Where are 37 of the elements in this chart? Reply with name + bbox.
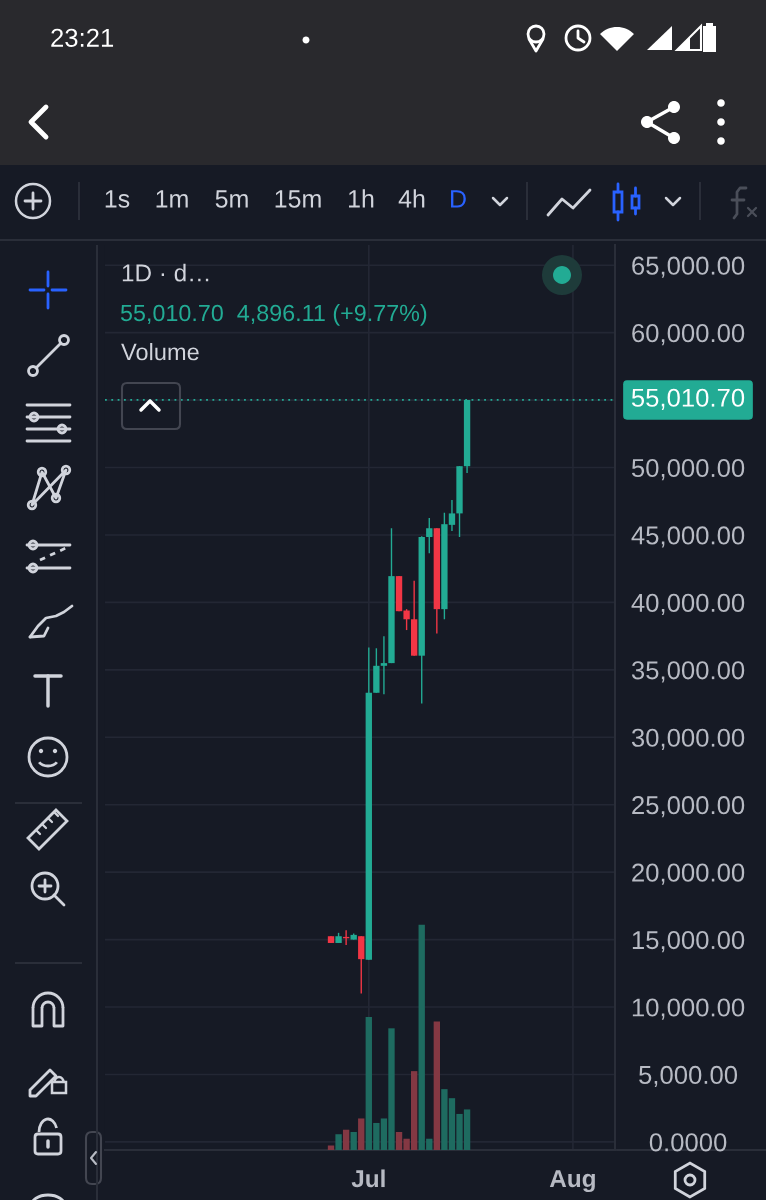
bar <box>358 1118 365 1150</box>
chart-title: Volume <box>121 343 199 361</box>
y-tick-label: 65,000.00 <box>632 256 745 278</box>
annotation: 55,010.70 4,896.11 (+9.77%) <box>120 304 427 326</box>
y-tick-label: 0.0000 <box>649 1133 727 1152</box>
y-tick-label: 15,000.00 <box>632 930 745 953</box>
candlestick <box>403 608 410 631</box>
text: D <box>451 190 466 208</box>
candlestick <box>380 635 388 695</box>
candlestick <box>358 935 365 995</box>
y-tick-label: 5,000.00 <box>639 1065 738 1088</box>
y-tick-label: 20,000.00 <box>632 863 745 885</box>
y-tick-label: 60,000.00 <box>632 324 745 346</box>
text: 1D · d… <box>122 263 209 282</box>
bar <box>335 1134 342 1150</box>
text: 1m <box>156 190 188 208</box>
text: 5m <box>215 190 248 208</box>
y-tick-label: 40,000.00 <box>631 593 745 616</box>
ref-line-label: 55,010.70 <box>631 388 745 410</box>
text: 15m <box>275 190 321 208</box>
x-tick-label: Jul <box>351 1169 385 1188</box>
text: 1h <box>349 189 374 208</box>
y-tick-label: 50,000.00 <box>631 458 745 481</box>
candlestick <box>426 517 433 554</box>
y-tick-label: 25,000.00 <box>632 796 745 818</box>
y-tick-label: 30,000.00 <box>631 728 745 750</box>
bar <box>350 1131 357 1150</box>
bar <box>342 1129 350 1150</box>
bar <box>433 1021 441 1150</box>
x-tick-label: Aug <box>549 1170 595 1193</box>
text: 4h <box>398 189 425 208</box>
text: 23:21 <box>51 28 114 47</box>
y-tick-label: 35,000.00 <box>631 661 745 683</box>
y-tick-label: 45,000.00 <box>631 526 745 548</box>
y-tick-label: 10,000.00 <box>632 998 745 1020</box>
bar <box>327 1145 335 1150</box>
text: 1s <box>105 190 130 208</box>
